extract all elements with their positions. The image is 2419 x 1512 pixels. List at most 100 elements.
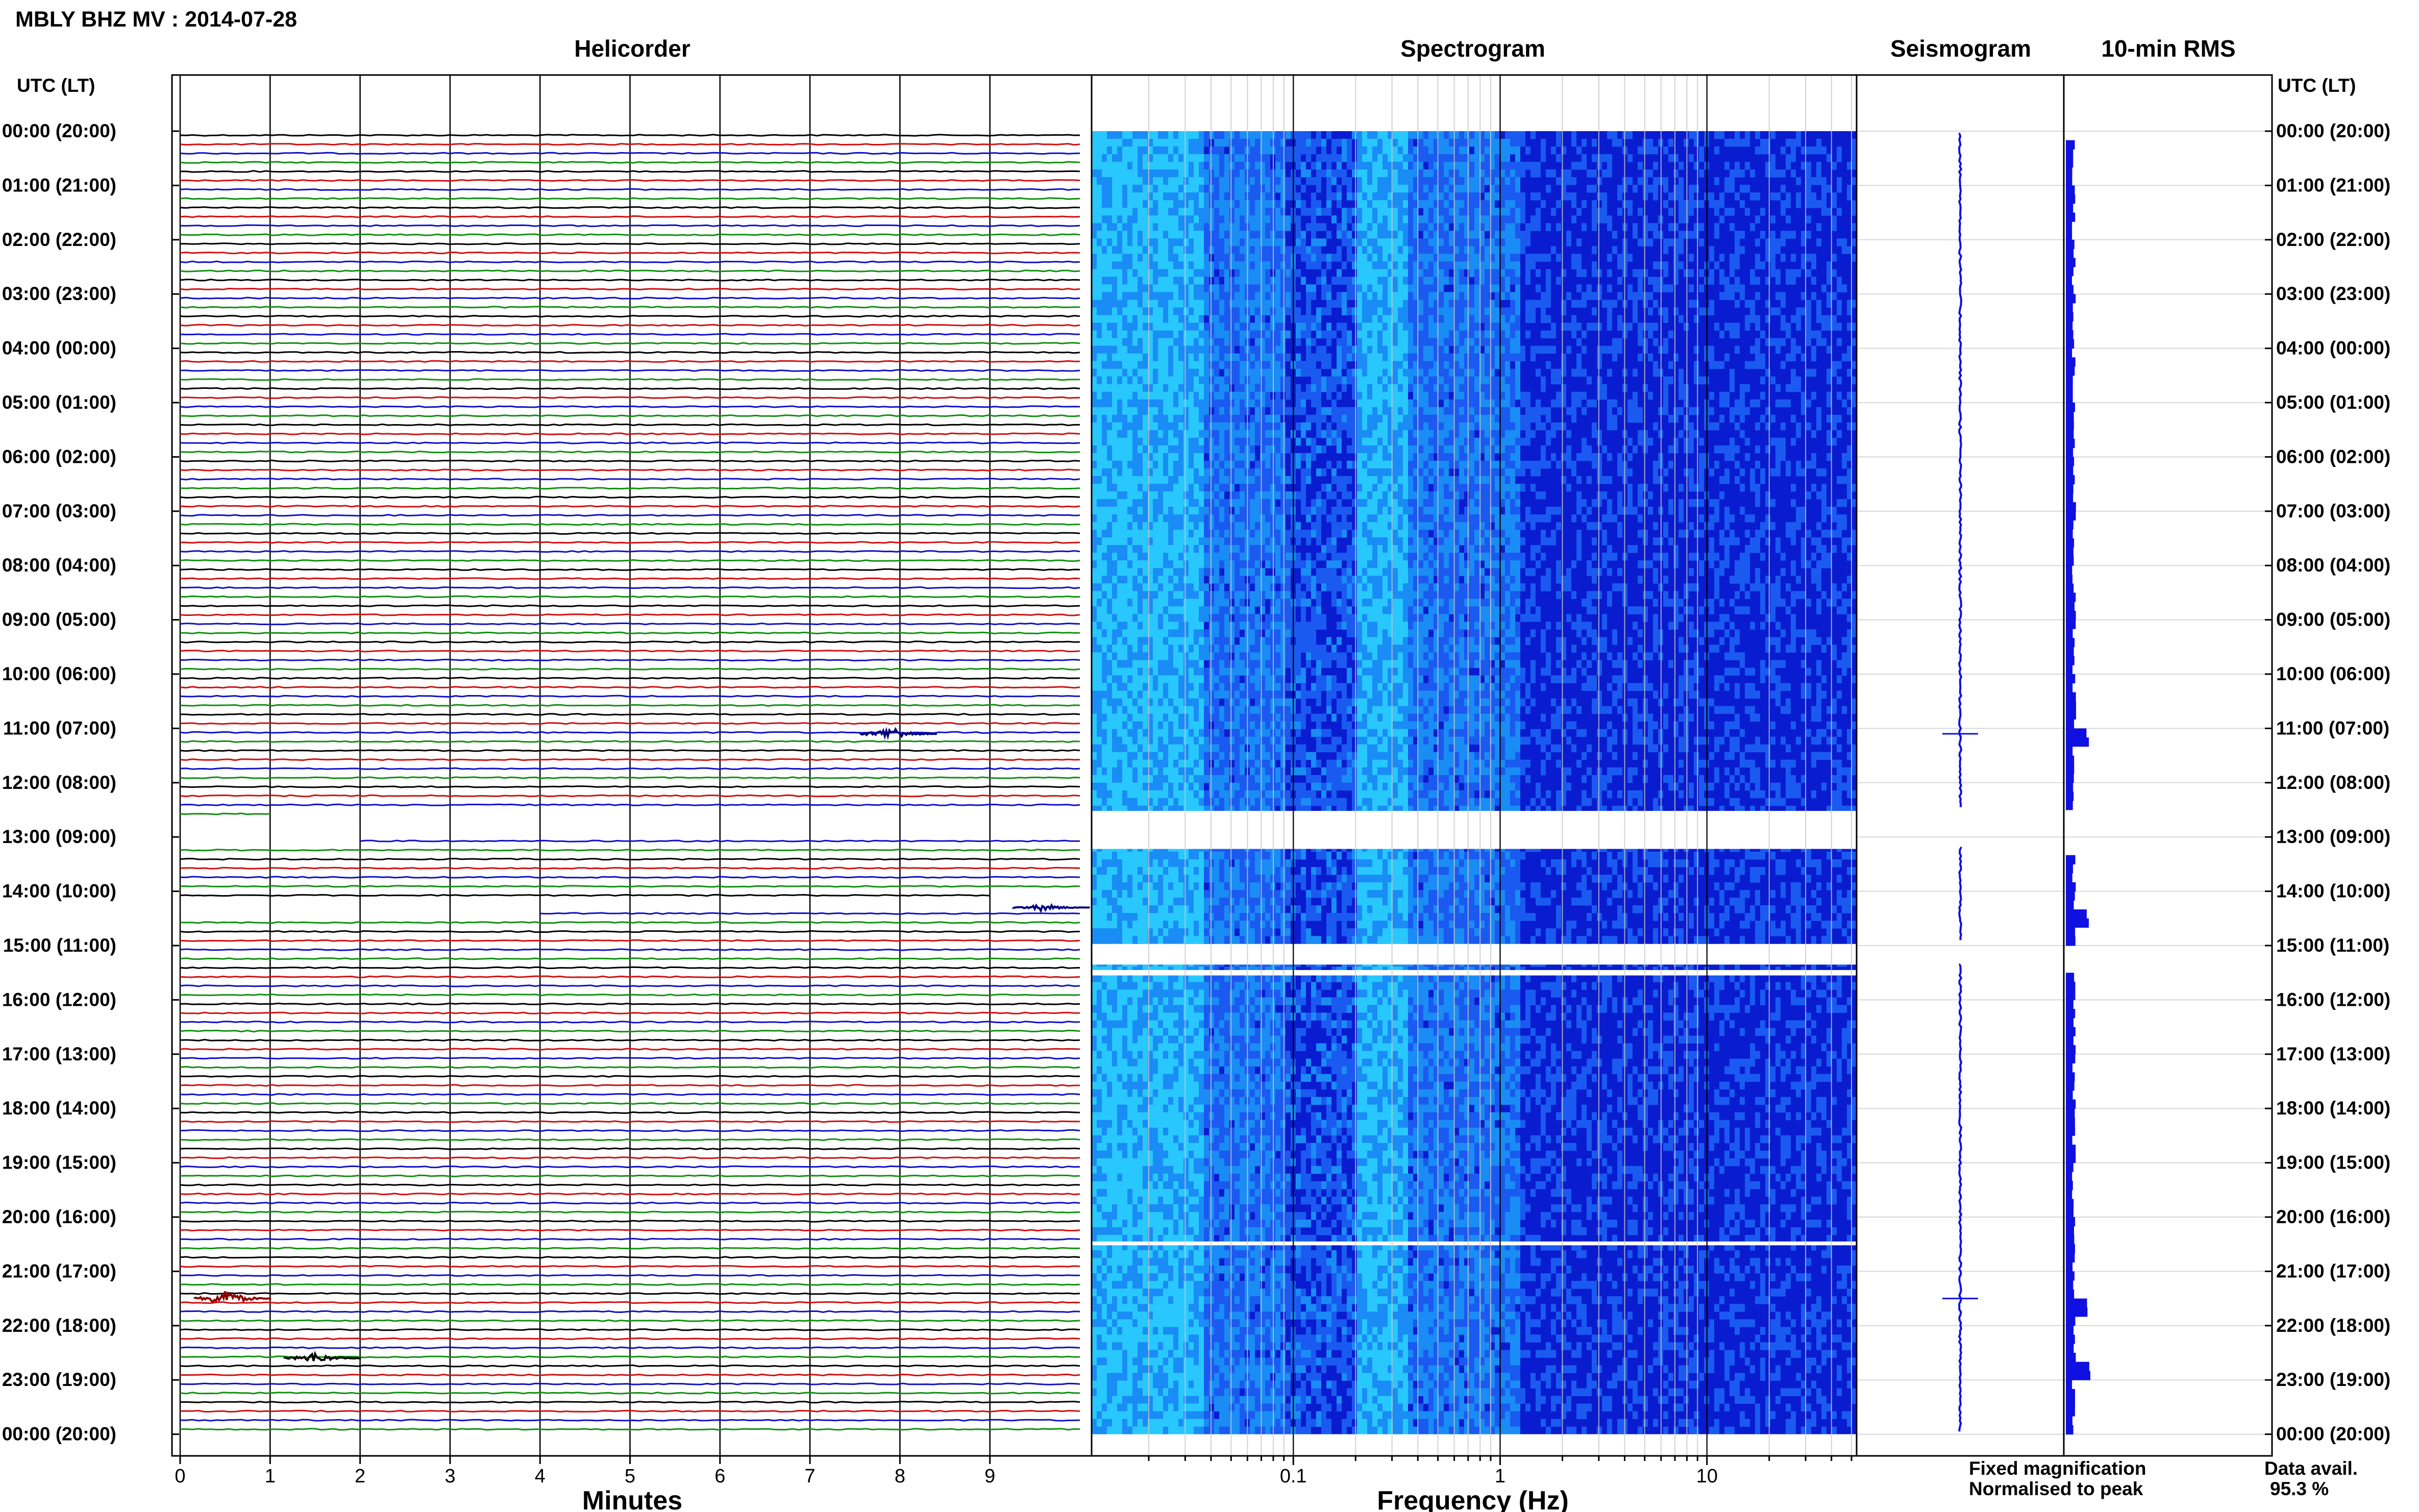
spectrogram-cell bbox=[1444, 422, 1449, 431]
spectrogram-cell bbox=[1214, 391, 1219, 400]
spectrogram-cell bbox=[1326, 323, 1331, 331]
spectrogram-cell bbox=[1204, 445, 1209, 454]
spectrogram-cell bbox=[1510, 261, 1515, 269]
spectrogram-cell bbox=[1750, 269, 1755, 277]
spectrogram-cell bbox=[1265, 361, 1270, 369]
spectrogram-cell bbox=[1311, 200, 1316, 208]
spectrogram-cell bbox=[1515, 185, 1520, 193]
spectrogram-cell bbox=[1770, 376, 1775, 385]
spectrogram-cell bbox=[1168, 460, 1173, 469]
spectrogram-cell bbox=[1648, 353, 1653, 362]
spectrogram-cell bbox=[1097, 154, 1102, 162]
spectrogram-cell bbox=[1331, 399, 1337, 408]
spectrogram-cell bbox=[1107, 491, 1112, 500]
helicorder-trace bbox=[180, 803, 1080, 806]
spectrogram-cell bbox=[1209, 437, 1214, 446]
helicorder-trace bbox=[180, 984, 1080, 987]
spectrogram-cell bbox=[1280, 338, 1286, 346]
spectrogram-cell bbox=[1143, 476, 1148, 484]
spectrogram-cell bbox=[1454, 154, 1459, 162]
spectrogram-cell bbox=[1418, 460, 1423, 469]
spectrogram-cell bbox=[1791, 154, 1796, 162]
spectrogram-cell bbox=[1479, 384, 1485, 392]
spectrogram-cell bbox=[1240, 376, 1245, 385]
spectrogram-cell bbox=[1479, 315, 1485, 323]
spectrogram-cell bbox=[1362, 368, 1367, 377]
spectrogram-cell bbox=[1367, 307, 1372, 315]
spectrogram-cell bbox=[1653, 177, 1658, 185]
spectrogram-cell bbox=[1576, 453, 1582, 461]
spectrogram-cell bbox=[1454, 361, 1459, 369]
spectrogram-cell bbox=[1816, 468, 1821, 477]
helicorder-trace bbox=[180, 360, 1080, 363]
spectrogram-cell bbox=[1418, 430, 1423, 438]
spectrogram-cell bbox=[1280, 315, 1286, 323]
spectrogram-cell bbox=[1663, 146, 1668, 155]
spectrogram-cell bbox=[1449, 139, 1454, 147]
spectrogram-cell bbox=[1107, 445, 1112, 454]
spectrogram-cell bbox=[1464, 185, 1469, 193]
spectrogram-cell bbox=[1469, 384, 1474, 392]
spectrogram-cell bbox=[1439, 192, 1444, 201]
spectrogram-cell bbox=[1199, 391, 1204, 400]
spectrogram-cell bbox=[1112, 353, 1117, 362]
spectrogram-cell bbox=[1582, 445, 1587, 454]
spectrogram-cell bbox=[1107, 345, 1112, 354]
spectrogram-cell bbox=[1127, 139, 1132, 147]
spectrogram-cell bbox=[1684, 323, 1689, 331]
spectrogram-cell bbox=[1439, 345, 1444, 354]
spectrogram-cell bbox=[1163, 169, 1168, 178]
spectrogram-cell bbox=[1816, 491, 1821, 500]
spectrogram-cell bbox=[1229, 223, 1235, 231]
spectrogram-cell bbox=[1525, 277, 1531, 285]
spectrogram-cell bbox=[1153, 422, 1158, 431]
spectrogram-cell bbox=[1393, 384, 1398, 392]
spectrogram-cell bbox=[1576, 238, 1582, 246]
spectrogram-cell bbox=[1510, 453, 1515, 461]
spectrogram-cell bbox=[1240, 353, 1245, 362]
spectrogram-cell bbox=[1408, 376, 1413, 385]
spectrogram-cell bbox=[1485, 345, 1490, 354]
spectrogram-cell bbox=[1219, 422, 1224, 431]
spectrogram-cell bbox=[1469, 445, 1474, 454]
spectrogram-cell bbox=[1158, 460, 1163, 469]
spectrogram-cell bbox=[1219, 246, 1224, 254]
helicorder-trace bbox=[180, 640, 1080, 643]
spectrogram-cell bbox=[1117, 323, 1122, 331]
spectrogram-cell bbox=[1597, 215, 1602, 224]
spectrogram-cell bbox=[1638, 414, 1643, 423]
spectrogram-cell bbox=[1541, 384, 1546, 392]
spectrogram-cell bbox=[1393, 353, 1398, 362]
spectrogram-cell bbox=[1219, 146, 1224, 155]
helicorder-trace bbox=[180, 1265, 1080, 1268]
spectrogram-cell bbox=[1786, 215, 1791, 224]
spectrogram-cell bbox=[1633, 368, 1638, 377]
spectrogram-cell bbox=[1122, 277, 1127, 285]
spectrogram-cell bbox=[1510, 146, 1515, 155]
spectrogram-cell bbox=[1097, 261, 1102, 269]
spectrogram-cell bbox=[1321, 430, 1326, 438]
spectrogram-cell bbox=[1117, 177, 1122, 185]
spectrogram-cell bbox=[1806, 399, 1811, 408]
spectrogram-cell bbox=[1255, 261, 1260, 269]
spectrogram-cell bbox=[1214, 177, 1219, 185]
spectrogram-cell bbox=[1423, 323, 1428, 331]
spectrogram-cell bbox=[1132, 238, 1138, 246]
spectrogram-cell bbox=[1413, 399, 1418, 408]
spectrogram-cell bbox=[1255, 430, 1260, 438]
spectrogram-cell bbox=[1541, 376, 1546, 385]
spectrogram-cell bbox=[1765, 169, 1770, 178]
spectrogram-cell bbox=[1434, 139, 1439, 147]
spectrogram-cell bbox=[1331, 414, 1337, 423]
spectrogram-cell bbox=[1097, 445, 1102, 454]
spectrogram-cell bbox=[1418, 223, 1423, 231]
spectrogram-cell bbox=[1505, 192, 1510, 201]
spectrogram-cell bbox=[1250, 146, 1255, 155]
spectrogram-cell bbox=[1576, 361, 1582, 369]
spectrogram-cell bbox=[1122, 269, 1127, 277]
spectrogram-cell bbox=[1235, 169, 1240, 178]
spectrogram-cell bbox=[1301, 368, 1306, 377]
spectrogram-cell bbox=[1255, 162, 1260, 170]
spectrogram-cell bbox=[1275, 300, 1280, 308]
time-axis-label-right: UTC (LT) bbox=[2278, 75, 2356, 96]
